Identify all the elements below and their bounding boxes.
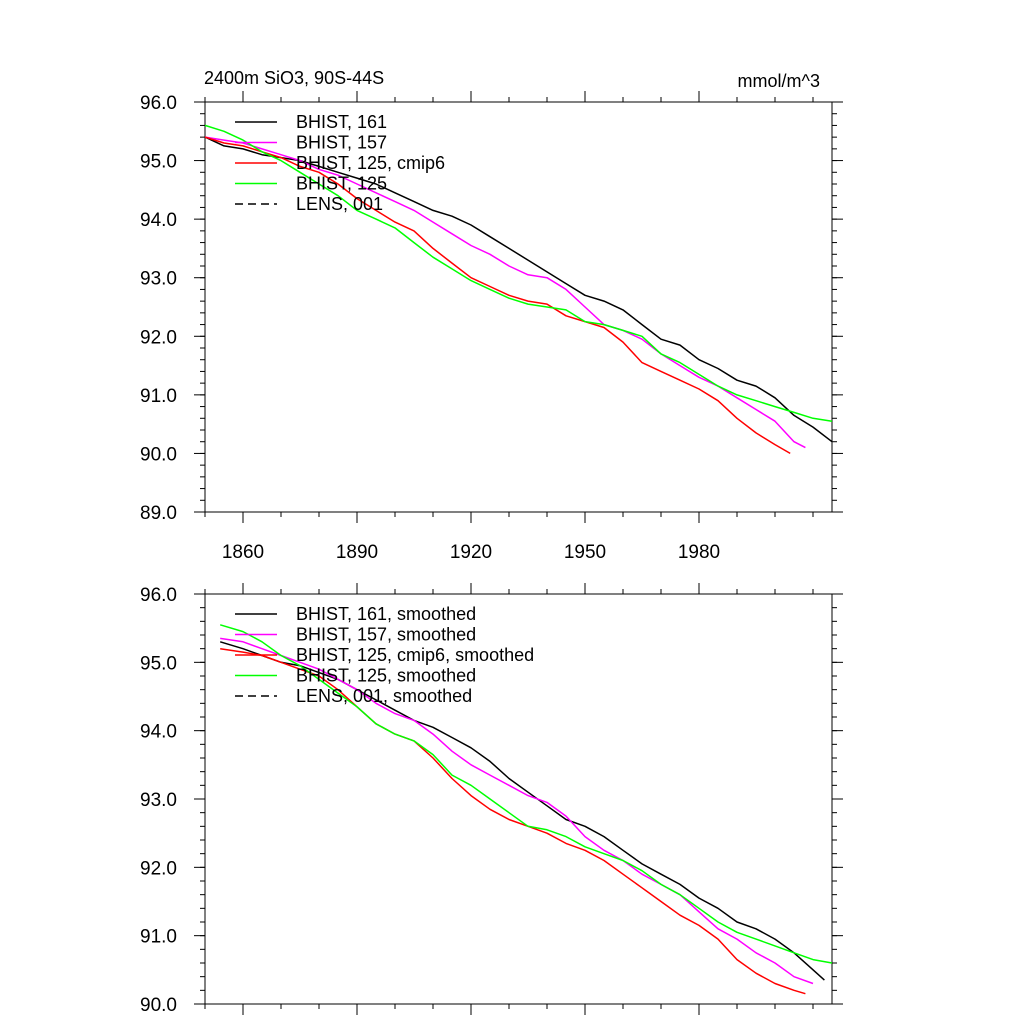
y-tick-label: 90.0 [140, 444, 177, 465]
y-tick-label: 96.0 [140, 585, 177, 606]
y-tick-label: 92.0 [140, 327, 177, 348]
y-tick-label: 95.0 [140, 653, 177, 674]
y-tick-label: 90.0 [140, 995, 177, 1016]
top-panel: 89.0 90.0 91.0 92.0 93.0 94.0 95.0 96.0 1860 1890… [140, 91, 843, 563]
series-line [204, 124, 833, 422]
units-label: mmol/m^3 [738, 71, 820, 91]
legend-label: BHIST, 125 [296, 174, 387, 194]
legend-label: BHIST, 161, smoothed [296, 604, 476, 624]
series-line [204, 136, 806, 449]
bottom-panel-series [219, 624, 833, 995]
y-tick-label: 89.0 [140, 503, 177, 524]
top-panel-series [204, 124, 833, 455]
series-line [220, 637, 814, 985]
top-plot-frame [204, 101, 833, 513]
x-tick-label: 1890 [336, 542, 378, 563]
legend-label: BHIST, 161 [296, 112, 387, 132]
x-tick-label: 1860 [222, 542, 264, 563]
legend-label: BHIST, 125, smoothed [296, 666, 476, 686]
x-tick-label: 1950 [564, 542, 606, 563]
y-tick-label: 94.0 [140, 210, 177, 231]
x-tick-label: 1980 [678, 542, 720, 563]
bottom-panel: 90.0 91.0 92.0 93.0 94.0 95.0 96.0 BHIST, 161,… [140, 583, 843, 1016]
y-tick-label: 92.0 [140, 858, 177, 879]
y-tick-label: 91.0 [140, 927, 177, 948]
legend-label: BHIST, 125, cmip6 [296, 153, 445, 173]
legend-label: BHIST, 157 [296, 133, 387, 153]
series-line [204, 136, 833, 443]
series-line [219, 641, 825, 981]
series-line [204, 136, 791, 455]
x-tick-label: 1920 [450, 542, 492, 563]
top-panel-ticks: 89.0 90.0 91.0 92.0 93.0 94.0 95.0 96.0 1860 1890… [140, 91, 843, 563]
legend-label: BHIST, 157, smoothed [296, 625, 476, 645]
series-line [219, 624, 833, 964]
chart-title: 2400m SiO3, 90S-44S [204, 68, 384, 88]
y-tick-label: 95.0 [140, 152, 177, 173]
y-tick-label: 94.0 [140, 722, 177, 743]
y-tick-label: 91.0 [140, 386, 177, 407]
legend-label: LENS, 001, smoothed [296, 686, 472, 706]
y-tick-label: 96.0 [140, 93, 177, 114]
series-line [220, 647, 806, 995]
bottom-panel-ticks: 90.0 91.0 92.0 93.0 94.0 95.0 96.0 [140, 583, 843, 1016]
legend-label: LENS, 001 [296, 194, 383, 214]
y-tick-label: 93.0 [140, 790, 177, 811]
legend-label: BHIST, 125, cmip6, smoothed [296, 645, 534, 665]
y-tick-label: 93.0 [140, 269, 177, 290]
